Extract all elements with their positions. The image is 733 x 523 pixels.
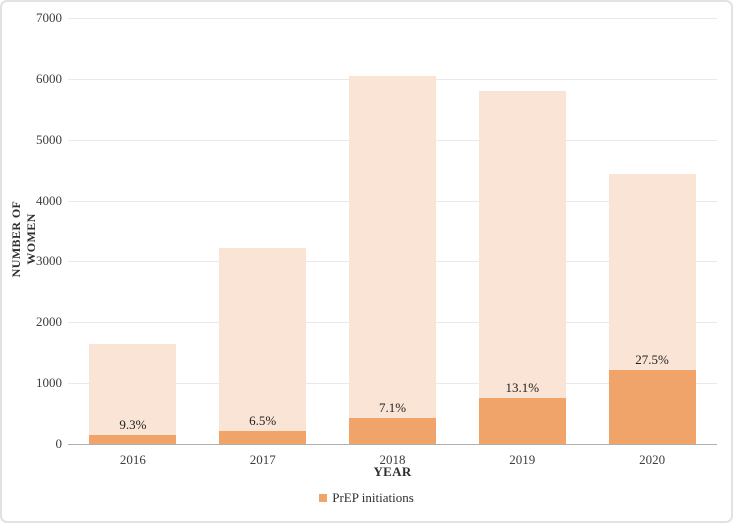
bar-prep-initiations-2020 bbox=[608, 369, 696, 444]
bar-group-2017: 6.5% bbox=[219, 18, 307, 444]
bar-total-2019 bbox=[478, 91, 566, 444]
y-tick-label-5000: 5000 bbox=[36, 131, 62, 147]
plot-area: 9.3% 6.5% 7.1% 13.1% 27.5% bbox=[68, 18, 717, 445]
x-axis-title: YEAR bbox=[373, 464, 412, 479]
y-tick-label-1000: 1000 bbox=[36, 375, 62, 391]
x-tick-label-2019: 2019 bbox=[509, 452, 536, 467]
legend: PrEP initiations bbox=[2, 490, 731, 506]
bar-total-2018 bbox=[349, 75, 436, 444]
y-tick-label-4000: 4000 bbox=[36, 192, 62, 208]
data-label-2020: 27.5% bbox=[635, 351, 669, 367]
bar-group-2018: 7.1% bbox=[349, 18, 436, 444]
x-tick-label-2020: 2020 bbox=[639, 452, 666, 467]
bar-prep-initiations-2017 bbox=[219, 431, 307, 444]
bar-group-2020: 27.5% bbox=[608, 18, 696, 444]
gridline-7000 bbox=[68, 18, 717, 19]
legend-label: PrEP initiations bbox=[332, 490, 414, 505]
y-tick-label-7000: 7000 bbox=[36, 10, 62, 25]
x-tick-label-2017: 2017 bbox=[249, 452, 276, 467]
data-label-2017: 6.5% bbox=[249, 413, 277, 429]
bar-prep-initiations-2019 bbox=[478, 397, 566, 444]
legend-marker-square-icon bbox=[319, 494, 328, 502]
bar-total-2016 bbox=[89, 343, 177, 444]
x-tick-label-2018: 2018 bbox=[379, 452, 406, 467]
bar-group-2016: 9.3% bbox=[89, 18, 177, 444]
bar-prep-initiations-2018 bbox=[349, 417, 436, 444]
y-tick-label-0: 0 bbox=[55, 436, 63, 451]
y-tick-label-2000: 2000 bbox=[36, 314, 62, 330]
data-label-2018: 7.1% bbox=[378, 399, 407, 415]
data-label-2019: 13.1% bbox=[505, 379, 540, 395]
bar-prep-initiations-2016 bbox=[89, 434, 177, 444]
x-tick-label-2016: 2016 bbox=[119, 452, 146, 467]
y-tick-label-3000: 3000 bbox=[36, 253, 62, 269]
bar-total-2017 bbox=[219, 248, 307, 444]
bar-group-2019: 13.1% bbox=[478, 18, 566, 444]
y-tick-label-6000: 6000 bbox=[36, 70, 62, 86]
data-label-2016: 9.3% bbox=[119, 416, 147, 432]
